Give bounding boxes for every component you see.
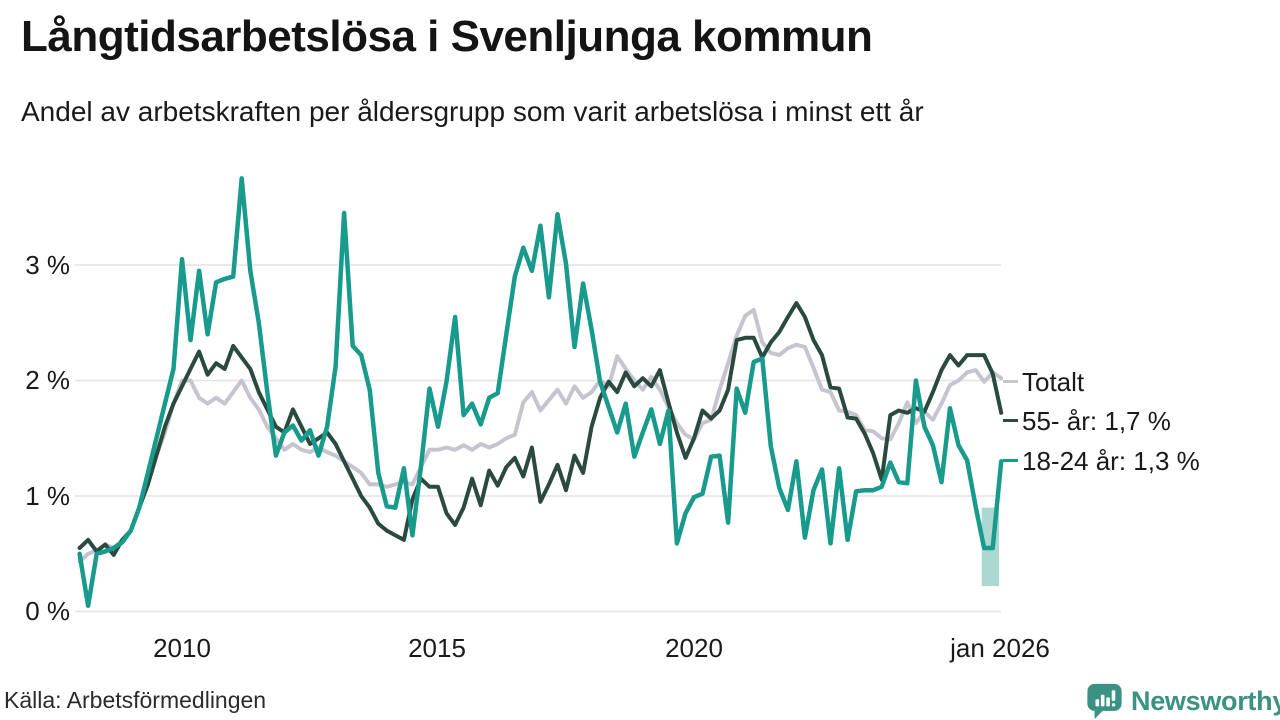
- x-tick-label-2010: 2010: [153, 633, 211, 663]
- legend-label-55-ar: 55- år: 1,7 %: [1022, 406, 1171, 436]
- legend-dash-55-ar: [1003, 419, 1018, 422]
- y-tick-label-2: 2 %: [25, 365, 70, 395]
- y-tick-label-0: 0 %: [25, 596, 70, 626]
- newsworthy-logo: Newsworthy: [1086, 683, 1280, 719]
- newsworthy-logo-icon: [1087, 683, 1122, 719]
- page-subtitle: Andel av arbetskraften per åldersgrupp s…: [21, 96, 924, 127]
- y-tick-label-3: 3 %: [25, 250, 70, 280]
- legend-dash-18-24-ar: [1003, 459, 1018, 462]
- page-title: Långtidsarbetslösa i Svenljunga kommun: [21, 12, 873, 61]
- legend-label-18-24-ar: 18-24 år: 1,3 %: [1022, 446, 1200, 476]
- legend-dash-totalt: [1003, 380, 1018, 383]
- series-line-totalt: [77, 308, 1004, 564]
- x-tick-label-2015: 2015: [408, 633, 466, 663]
- source-text: Källa: Arbetsförmedlingen: [4, 687, 267, 713]
- y-tick-label-1: 1 %: [25, 481, 70, 511]
- series-line-18-24-ar: [77, 176, 1004, 608]
- legend-label-totalt: Totalt: [1022, 367, 1085, 397]
- x-tick-label-2020: 2020: [665, 633, 723, 663]
- series-line-55-ar: [77, 301, 1004, 557]
- x-tick-label-jan-2026: jan 2026: [950, 633, 1050, 663]
- newsworthy-logo-text: Newsworthy: [1131, 685, 1280, 716]
